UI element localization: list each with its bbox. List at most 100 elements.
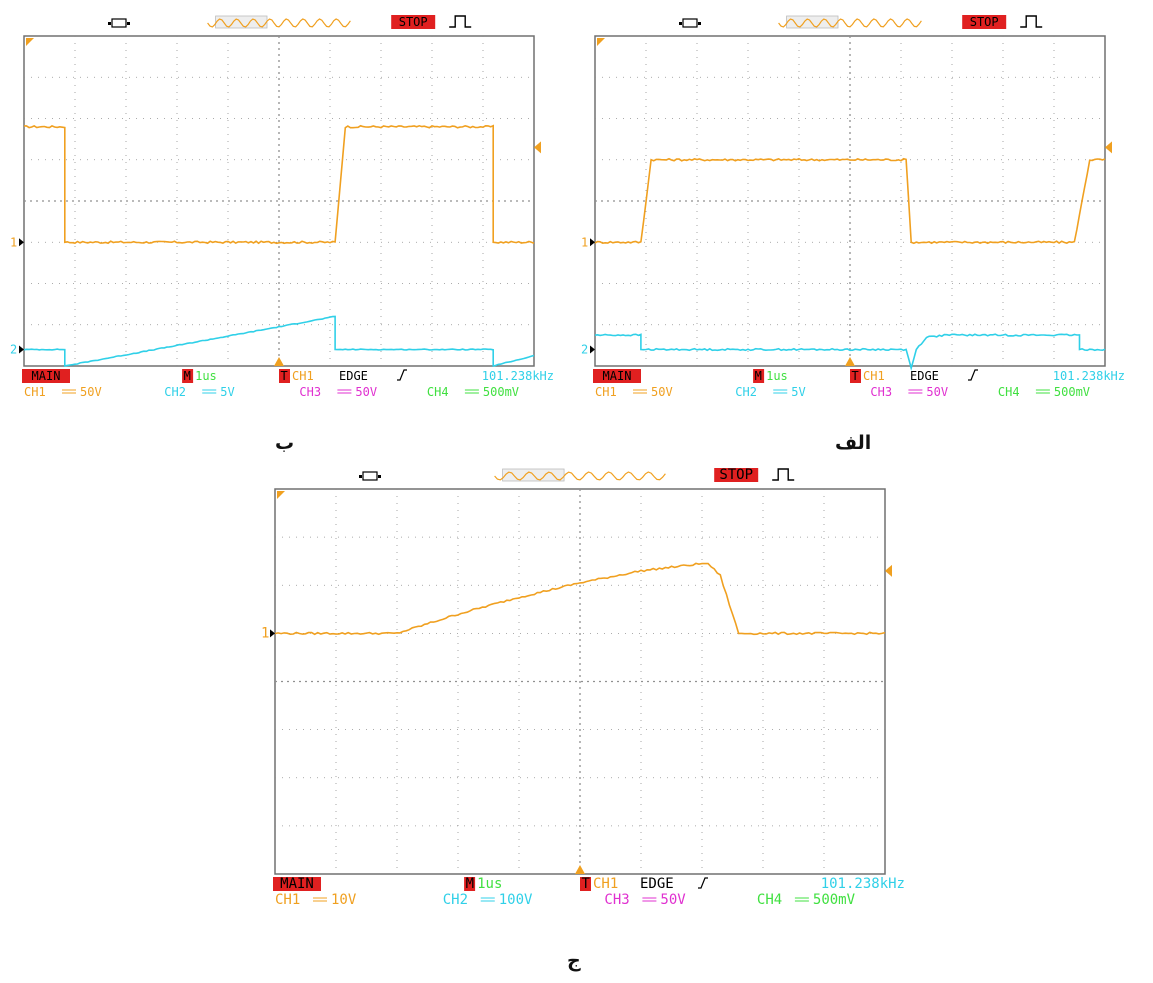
main-badge xyxy=(22,369,70,383)
waveform-overview xyxy=(778,18,922,28)
pulse-icon xyxy=(772,468,795,481)
timebase-value: 1us xyxy=(766,369,788,383)
dc-coupling-icon xyxy=(642,897,657,902)
ch4-scale: 500mV xyxy=(813,892,856,908)
dc-coupling-icon xyxy=(480,897,495,902)
trigger-level-marker xyxy=(534,141,541,154)
channel-marker-arrow xyxy=(19,238,24,247)
trigger-level-marker xyxy=(885,564,892,577)
m-label: M xyxy=(466,876,474,892)
channel-marker-arrow xyxy=(590,345,595,354)
dc-coupling-icon xyxy=(908,389,923,394)
ch1-scale: 50V xyxy=(651,385,673,399)
channel-marker-arrow xyxy=(19,345,24,354)
waveform-overview-icon xyxy=(494,468,666,482)
m-badge xyxy=(753,369,765,383)
oscilloscope-screen-alef: STOP 1 2 MAIN M 1us T CH1 EDGE 101.238kHz CH1 50V CH… xyxy=(581,15,1125,399)
stop-badge xyxy=(714,468,759,482)
trigger-position-marker xyxy=(845,357,855,366)
t-badge xyxy=(279,369,290,383)
ch3-scale: 50V xyxy=(926,385,948,399)
trigger-mode: EDGE xyxy=(339,369,368,383)
caption-jim: ج xyxy=(567,950,581,972)
m-badge xyxy=(464,877,476,891)
ch2-scale: 5V xyxy=(220,385,234,399)
dc-coupling-icon xyxy=(464,389,479,394)
dc-coupling-icon xyxy=(337,389,352,394)
trace-ch2 xyxy=(594,333,1106,372)
ch4-label: CH4 xyxy=(757,892,782,908)
channel-marker-label: 2 xyxy=(10,343,17,357)
ch3-label: CH3 xyxy=(299,385,321,399)
trace-ch1 xyxy=(594,157,1106,245)
oscilloscope-panel-alef: STOP 1 2 MAIN M 1us T CH1 EDGE 101.238kHz CH1 50V CH… xyxy=(575,0,1153,420)
ch3-label: CH3 xyxy=(870,385,892,399)
ch2-scale: 5V xyxy=(791,385,805,399)
ch3-label: CH3 xyxy=(604,892,629,908)
ch4-label: CH4 xyxy=(427,385,449,399)
memory-start-marker xyxy=(277,491,285,499)
trace-ch2 xyxy=(23,315,535,368)
ch3-scale: 50V xyxy=(660,892,686,908)
ch4-scale: 500mV xyxy=(1054,385,1090,399)
main-label: MAIN xyxy=(280,876,314,892)
channel-marker-arrow xyxy=(590,238,595,247)
pulse-icon xyxy=(1020,15,1043,28)
channel-marker-arrow xyxy=(270,629,275,638)
ch2-scale: 100V xyxy=(499,892,533,908)
trigger-mode: EDGE xyxy=(910,369,939,383)
ch1-scale: 50V xyxy=(80,385,102,399)
m-label: M xyxy=(184,369,191,383)
trace-ch1 xyxy=(274,562,886,636)
ch3-scale: 50V xyxy=(355,385,377,399)
dc-coupling-icon xyxy=(773,389,788,394)
dc-coupling-icon xyxy=(1035,389,1050,394)
main-badge xyxy=(593,369,641,383)
ch4-scale: 500mV xyxy=(483,385,519,399)
t-label: T xyxy=(582,876,591,892)
ch2-label: CH2 xyxy=(164,385,186,399)
usb-icon-left xyxy=(359,475,362,478)
main-label: MAIN xyxy=(32,369,61,383)
pulse-icon xyxy=(449,15,472,28)
trigger-source: CH1 xyxy=(863,369,885,383)
rising-edge-icon xyxy=(397,369,407,381)
t-label: T xyxy=(281,369,288,383)
frequency-readout: 101.238kHz xyxy=(1053,369,1125,383)
usb-icon-body xyxy=(111,18,127,28)
caption-alef: الف xyxy=(835,432,872,454)
usb-icon xyxy=(679,18,701,28)
trigger-source: CH1 xyxy=(593,876,618,892)
ch1-label: CH1 xyxy=(24,385,46,399)
memory-start-marker xyxy=(26,38,34,46)
rising-edge-icon xyxy=(698,877,708,889)
m-badge xyxy=(182,369,194,383)
channel-marker-label: 1 xyxy=(581,235,588,249)
trigger-mode: EDGE xyxy=(640,876,674,892)
waveform-overview xyxy=(207,18,351,28)
stop-badge xyxy=(391,15,436,29)
oscilloscope-screen-b: STOP 1 2 MAIN M 1us T CH1 EDGE 101.238kHz CH1 50V CH… xyxy=(10,15,554,399)
trigger-position-marker xyxy=(274,357,284,366)
main-label: MAIN xyxy=(603,369,632,383)
usb-icon-left xyxy=(679,22,682,25)
t-badge xyxy=(580,877,591,891)
stop-label: STOP xyxy=(970,15,999,29)
t-badge xyxy=(850,369,861,383)
dc-coupling-icon xyxy=(313,897,327,902)
trigger-level-marker xyxy=(1105,141,1112,154)
trigger-position-marker xyxy=(575,865,585,874)
trigger-source: CH1 xyxy=(292,369,314,383)
ch2-label: CH2 xyxy=(735,385,757,399)
usb-icon xyxy=(359,471,381,481)
usb-icon-body xyxy=(682,18,698,28)
usb-icon-right xyxy=(378,475,381,478)
waveform-overview-icon xyxy=(778,15,922,29)
main-badge xyxy=(273,877,321,891)
dc-coupling-icon xyxy=(794,897,809,902)
t-label: T xyxy=(852,369,859,383)
timebase-value: 1us xyxy=(477,876,502,892)
timebase-value: 1us xyxy=(195,369,217,383)
stop-label: STOP xyxy=(719,467,753,483)
